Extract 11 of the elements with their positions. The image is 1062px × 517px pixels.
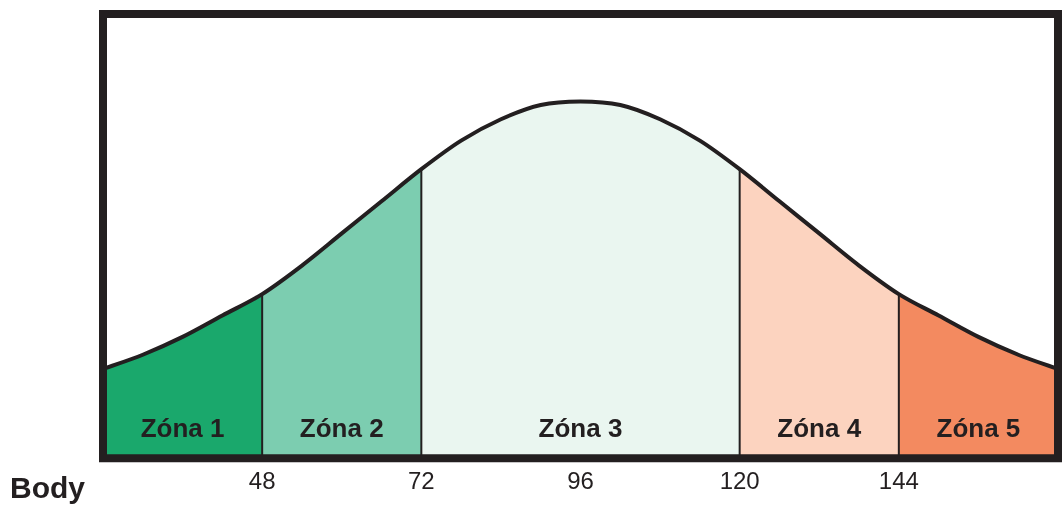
x-tick-label: 96: [567, 467, 594, 495]
x-tick-label: 72: [407, 467, 435, 495]
band-label: Zóna 4: [777, 413, 862, 444]
x-tick-label: 48: [248, 467, 276, 495]
band-label: Zóna 3: [538, 413, 623, 444]
x-tick-label: 120: [719, 467, 760, 495]
band-label: Zóna 2: [299, 413, 384, 444]
band-label: Zóna 1: [140, 413, 225, 444]
x-axis-title: Body: [10, 471, 86, 505]
band-label: Zóna 5: [936, 413, 1021, 444]
x-tick-label: 144: [878, 467, 919, 495]
